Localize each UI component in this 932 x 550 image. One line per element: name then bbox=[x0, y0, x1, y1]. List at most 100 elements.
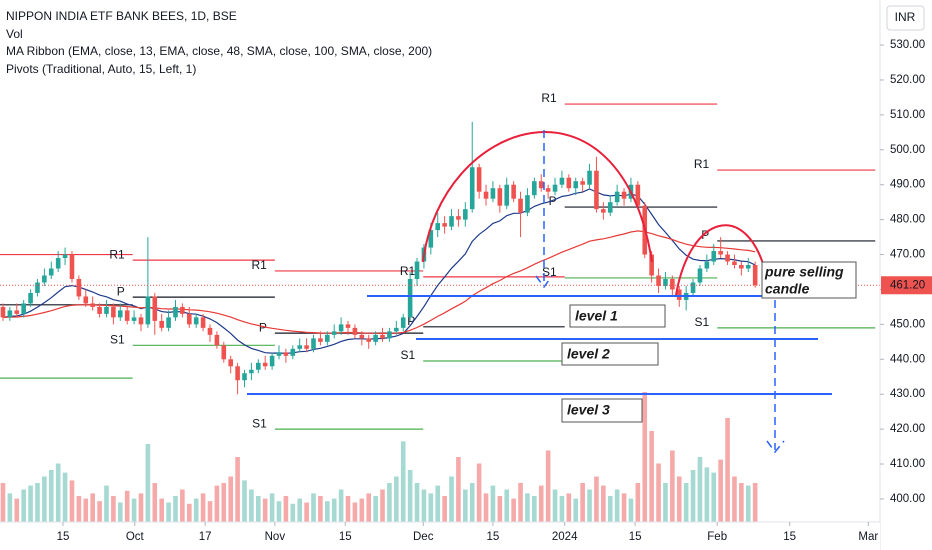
pivot-label: R1 bbox=[541, 91, 557, 105]
candle-body bbox=[28, 292, 33, 304]
dashed-arrow bbox=[535, 130, 553, 289]
x-tick-label: 15 bbox=[783, 531, 796, 543]
x-tick-label: 15 bbox=[57, 531, 70, 543]
x-tick-label: 15 bbox=[629, 531, 642, 543]
y-tick-label: 420.00 bbox=[890, 423, 925, 435]
candle-body bbox=[463, 209, 468, 220]
volume-bar bbox=[552, 489, 558, 522]
volume-bar bbox=[394, 476, 399, 522]
volume-bar bbox=[656, 463, 661, 522]
volume-bar bbox=[193, 498, 199, 522]
volume-bar bbox=[601, 485, 606, 522]
candle-body bbox=[97, 306, 102, 314]
candle-body bbox=[497, 188, 503, 206]
candle-body bbox=[221, 345, 227, 360]
volume-bar bbox=[538, 485, 544, 522]
volume-bar bbox=[235, 457, 240, 522]
candle-body bbox=[552, 184, 558, 192]
candle-body bbox=[297, 345, 303, 349]
candle-body bbox=[711, 251, 717, 262]
volume-bar bbox=[718, 459, 723, 522]
volume-bar bbox=[166, 502, 171, 522]
volume-bar bbox=[407, 470, 413, 522]
volume-bar bbox=[711, 472, 717, 522]
volume-bar bbox=[345, 496, 351, 522]
candle-body bbox=[262, 362, 268, 367]
candle-body bbox=[21, 303, 26, 314]
candle-body bbox=[249, 369, 254, 374]
currency-box[interactable] bbox=[886, 5, 925, 31]
volume-bar bbox=[504, 489, 510, 522]
candle-body bbox=[745, 265, 751, 269]
volume-bar bbox=[621, 493, 627, 522]
volume-bar bbox=[338, 489, 344, 522]
candle-body bbox=[193, 317, 199, 325]
candle-body bbox=[649, 254, 654, 276]
volume-bar bbox=[663, 483, 668, 522]
candle-body bbox=[580, 181, 585, 185]
plot-area: R1 P S1 R1 P S1 R1 P S1 R1 P S1 R1 P S1 bbox=[0, 91, 880, 522]
candle-body bbox=[111, 306, 116, 318]
candle-body bbox=[76, 278, 82, 297]
candle-body bbox=[594, 170, 599, 210]
y-tick-label: 400.00 bbox=[890, 493, 925, 505]
candle-body bbox=[200, 317, 206, 328]
volume-bar bbox=[366, 493, 372, 522]
volume-bar bbox=[490, 485, 496, 522]
candle-body bbox=[456, 216, 461, 220]
candle-body bbox=[676, 289, 682, 300]
pivot-label: P bbox=[701, 228, 709, 242]
time-axis-bg bbox=[0, 522, 880, 550]
volume-bar bbox=[380, 489, 385, 522]
candle-body bbox=[311, 338, 316, 349]
x-tick-label: Mar bbox=[858, 531, 878, 543]
candle-body bbox=[380, 334, 385, 339]
chart-title: NIPPON INDIA ETF BANK BEES, 1D, BSE bbox=[6, 9, 237, 23]
volume-bar bbox=[242, 480, 247, 522]
volume-bar bbox=[0, 483, 6, 522]
volume-bar bbox=[628, 498, 634, 522]
candle-body bbox=[35, 282, 40, 293]
volume-bar bbox=[283, 496, 289, 522]
note-box bbox=[561, 342, 659, 366]
candle-body bbox=[166, 317, 171, 328]
candle-body bbox=[525, 195, 530, 213]
y-tick-label: 430.00 bbox=[890, 388, 925, 400]
candle-body bbox=[394, 327, 399, 332]
dashed-arrow bbox=[766, 300, 785, 454]
volume-bar bbox=[276, 501, 282, 522]
volume-bar bbox=[752, 483, 758, 522]
volume-bar bbox=[62, 472, 68, 522]
volume-bar bbox=[421, 489, 427, 522]
candle-body bbox=[173, 306, 178, 318]
candle-body bbox=[55, 258, 61, 269]
volume-bar bbox=[649, 431, 654, 522]
candle-body bbox=[601, 209, 606, 213]
candle-body bbox=[359, 334, 365, 339]
legend-line: Vol bbox=[6, 27, 23, 41]
candle-body bbox=[538, 181, 544, 189]
candle-body bbox=[14, 310, 20, 314]
volume-bar bbox=[545, 450, 551, 522]
axes: 400.00410.00420.00430.00440.00450.00460.… bbox=[57, 39, 926, 543]
candle-body bbox=[614, 191, 620, 203]
volume-bar bbox=[69, 480, 75, 522]
volume-bar bbox=[580, 483, 585, 522]
candle-body bbox=[545, 188, 551, 192]
last-price-label: 461.20 bbox=[890, 279, 925, 291]
candle-body bbox=[656, 275, 661, 286]
volume-bar bbox=[607, 496, 613, 522]
volume-bar bbox=[152, 483, 158, 522]
volume-bar bbox=[525, 493, 530, 522]
candle-body bbox=[566, 177, 572, 189]
y-tick-label: 490.00 bbox=[890, 179, 925, 191]
note-box bbox=[761, 261, 857, 299]
volume-bar bbox=[90, 493, 95, 522]
volume-bar bbox=[635, 483, 641, 522]
candle-body bbox=[559, 177, 565, 185]
x-tick-label: 2024 bbox=[552, 531, 578, 543]
note-text: level 2 bbox=[567, 346, 610, 362]
volume-bar bbox=[131, 498, 137, 522]
